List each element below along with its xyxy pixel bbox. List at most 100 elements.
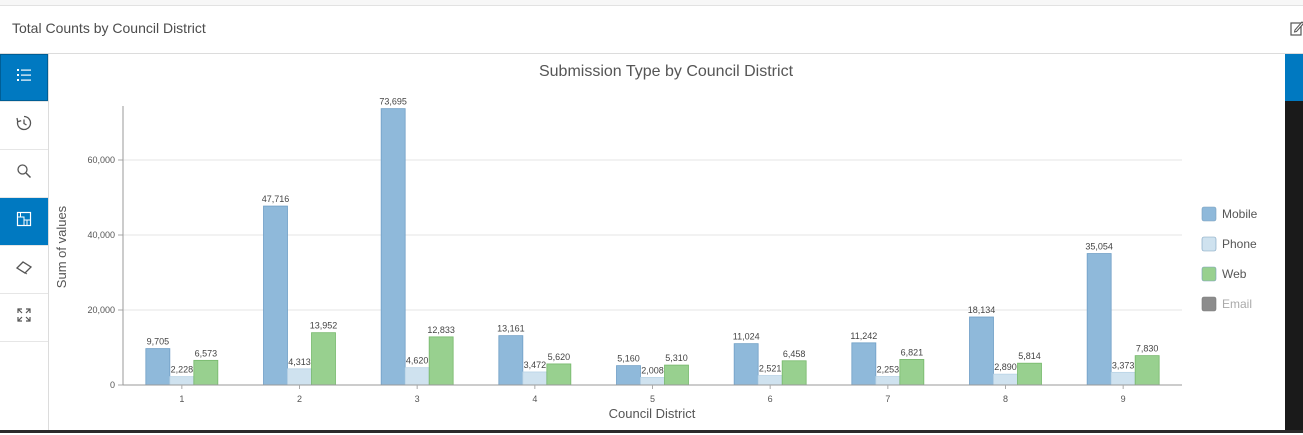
bar-phone[interactable] (404, 367, 430, 386)
y-tick-label: 20,000 (87, 305, 115, 315)
search-button[interactable] (0, 150, 48, 198)
x-tick-label: 2 (297, 394, 302, 404)
legend-swatch-email[interactable] (1201, 296, 1217, 312)
bar-web[interactable] (781, 360, 807, 386)
data-label: 4,313 (288, 357, 311, 367)
layer-map-icon (16, 211, 32, 232)
data-label: 13,161 (497, 324, 525, 334)
legend: Mobile Phone Web Email (1201, 206, 1258, 312)
y-axis-label: Sum of values (54, 205, 69, 288)
bar-phone[interactable] (287, 368, 312, 386)
panel-title: Total Counts by Council District (12, 20, 206, 36)
top-strip (0, 0, 1303, 6)
x-tick-label: 9 (1121, 394, 1126, 404)
right-panel-tab[interactable] (1285, 54, 1303, 101)
bottom-border (0, 430, 1303, 433)
edit-icon[interactable] (1290, 20, 1303, 38)
bar-phone[interactable] (640, 377, 665, 386)
data-label: 5,814 (1018, 351, 1041, 361)
legend-label-phone[interactable]: Phone (1222, 237, 1257, 251)
bar-phone[interactable] (875, 376, 901, 386)
legend-list-icon (16, 67, 32, 88)
x-tick-label: 7 (885, 394, 890, 404)
bar-web[interactable] (899, 359, 925, 386)
x-tick-label: 5 (650, 394, 655, 404)
data-label: 5,310 (665, 353, 688, 363)
bar-mobile[interactable] (969, 316, 994, 386)
grid-lines (123, 159, 1182, 311)
fullscreen-icon (16, 307, 32, 328)
bar-phone[interactable] (1110, 371, 1136, 386)
bar-mobile[interactable] (1086, 253, 1112, 386)
bar-phone[interactable] (993, 373, 1018, 386)
legend-label-web[interactable]: Web (1222, 267, 1247, 281)
data-label: 47,716 (262, 194, 290, 204)
data-label: 11,242 (850, 331, 877, 341)
data-label: 6,573 (195, 348, 218, 358)
chart-area: Submission Type by Council District 9,70… (49, 54, 1285, 430)
data-label: 3,373 (1112, 360, 1135, 370)
data-label: 11,024 (733, 332, 760, 342)
search-icon (16, 163, 32, 184)
bar-web[interactable] (1017, 362, 1042, 386)
data-label: 6,821 (901, 347, 924, 357)
bar-web[interactable] (193, 359, 219, 386)
data-label: 18,134 (968, 305, 996, 315)
refresh-button[interactable] (0, 102, 48, 150)
x-tick-label: 8 (1003, 394, 1008, 404)
data-label: 6,458 (783, 349, 806, 359)
x-tick-label: 4 (532, 394, 537, 404)
data-label: 9,705 (147, 337, 170, 347)
bar-mobile[interactable] (263, 205, 288, 386)
layer-map-button[interactable] (0, 198, 48, 246)
bar-phone[interactable] (522, 371, 548, 386)
y-tick-label: 0 (110, 380, 115, 390)
eraser-button[interactable] (0, 246, 48, 294)
bar-phone[interactable] (169, 376, 195, 386)
data-label: 7,830 (1136, 344, 1159, 354)
legend-label-email[interactable]: Email (1222, 297, 1252, 311)
right-scroll-panel (1285, 54, 1303, 433)
eraser-icon (15, 259, 33, 280)
data-label: 2,890 (994, 362, 1017, 372)
chart-title: Submission Type by Council District (539, 63, 794, 80)
bar-web[interactable] (311, 332, 336, 386)
bar-phone[interactable] (757, 375, 783, 386)
data-label: 5,160 (617, 354, 640, 364)
data-label: 5,620 (548, 352, 571, 362)
legend-label-mobile[interactable]: Mobile (1222, 207, 1258, 221)
bar-mobile[interactable] (145, 348, 171, 386)
data-label: 13,952 (310, 321, 338, 331)
data-label: 2,253 (877, 365, 900, 375)
data-label: 3,472 (524, 360, 547, 370)
data-label: 2,228 (171, 365, 194, 375)
legend-swatch-web[interactable] (1201, 266, 1217, 282)
bar-mobile[interactable] (380, 108, 406, 386)
legend-list-button[interactable] (0, 54, 48, 102)
data-label: 2,521 (759, 364, 782, 374)
bar-web[interactable] (428, 336, 454, 386)
data-label: 12,833 (427, 325, 455, 335)
panel-header: Total Counts by Council District (0, 6, 1303, 54)
x-tick-label: 3 (415, 394, 420, 404)
data-label: 2,008 (641, 365, 664, 375)
chart-svg: Submission Type by Council District 9,70… (54, 63, 1258, 421)
bar-mobile[interactable] (733, 343, 759, 386)
bar-mobile[interactable] (498, 335, 524, 386)
data-label: 35,054 (1085, 242, 1113, 252)
axes-group: 0 20,000 40,000 60,000 1 2 3 4 5 6 7 8 9 (87, 106, 1182, 404)
data-label: 73,695 (379, 97, 407, 107)
bar-web[interactable] (1134, 355, 1160, 386)
x-tick-label: 6 (768, 394, 773, 404)
x-tick-label: 1 (179, 394, 184, 404)
fullscreen-button[interactable] (0, 294, 48, 342)
bar-mobile[interactable] (851, 342, 877, 386)
legend-swatch-mobile[interactable] (1201, 206, 1217, 222)
refresh-time-icon (15, 114, 33, 137)
sidebar (0, 54, 49, 433)
legend-swatch-phone[interactable] (1201, 236, 1217, 252)
bar-mobile[interactable] (616, 365, 641, 386)
bar-web[interactable] (546, 363, 572, 386)
bar-web[interactable] (664, 364, 689, 386)
